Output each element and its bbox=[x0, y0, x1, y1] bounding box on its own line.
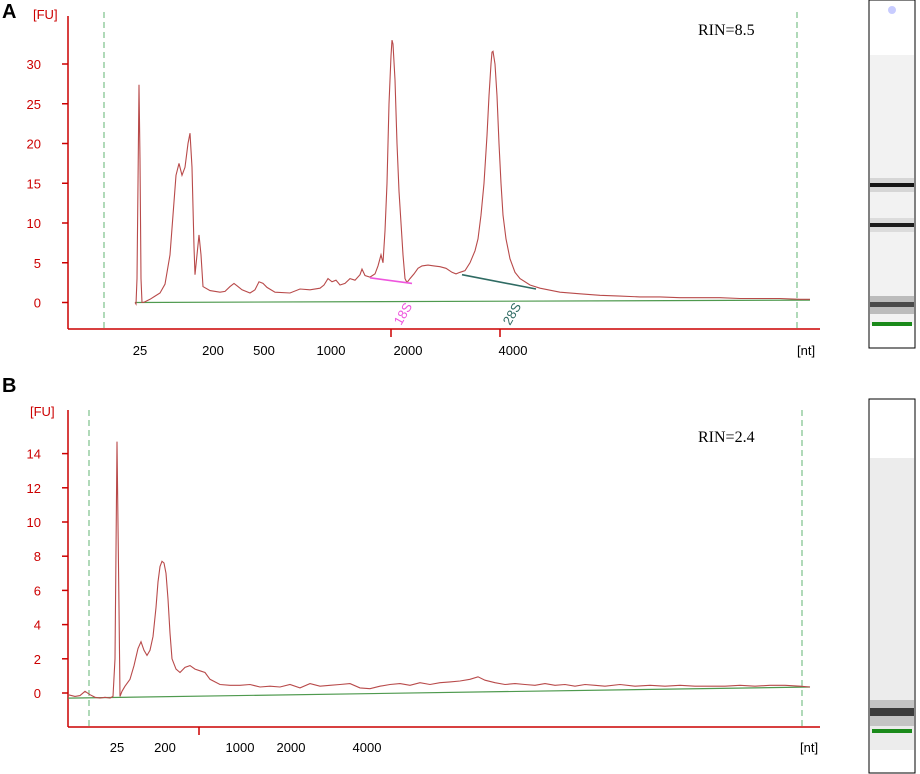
panel-a-y-unit: [FU] bbox=[33, 7, 58, 22]
panel-b-y-tick-label: 6 bbox=[34, 583, 41, 598]
panel-a-x-tick-label: 200 bbox=[202, 343, 224, 358]
panel-a-x-tick-label: 4000 bbox=[499, 343, 528, 358]
panel-a-28s-segment bbox=[461, 273, 537, 290]
panel-a-y-tick-label: 25 bbox=[27, 97, 41, 112]
panel-b-y-ticks: 0 2 4 6 8 10 12 14 bbox=[27, 447, 68, 701]
panel-a-y-tick-label: 10 bbox=[27, 216, 41, 231]
panel-b-x-tick-label: 1000 bbox=[226, 740, 255, 755]
panel-a-y-tick-label: 5 bbox=[34, 256, 41, 271]
panel-a-baseline bbox=[134, 299, 811, 304]
panel-a-trace bbox=[134, 39, 810, 306]
panel-a-x-tick-label: 500 bbox=[253, 343, 275, 358]
panel-b-x-tick-label: 25 bbox=[110, 740, 124, 755]
panel-b-y-tick-label: 12 bbox=[27, 481, 41, 496]
panel-a-gel-lane bbox=[868, 0, 916, 349]
panel-a-gel-marker bbox=[872, 322, 912, 326]
panel-a-x-tick-label: 25 bbox=[133, 343, 147, 358]
panel-b-rin-annotation: RIN=2.4 bbox=[698, 429, 755, 446]
panel-a-y-tick-label: 30 bbox=[27, 57, 41, 72]
panel-a-gel-band-18s bbox=[870, 223, 914, 227]
panel-a-gel-well bbox=[888, 6, 896, 14]
panel-a-x-tick-label: 1000 bbox=[317, 343, 346, 358]
panel-b-letter: B bbox=[2, 375, 16, 397]
panel-a-y-tick-label: 20 bbox=[27, 137, 41, 152]
panel-b-x-unit: [nt] bbox=[800, 740, 818, 755]
panel-a-rin-annotation: RIN=8.5 bbox=[698, 22, 755, 39]
panel-a-18s-segment bbox=[369, 277, 413, 285]
panel-b-y-tick-label: 0 bbox=[34, 686, 41, 701]
panel-b-gel-band-low bbox=[870, 708, 914, 716]
panel-b-trace bbox=[67, 441, 811, 699]
panel-a-gel-band-low-core bbox=[870, 302, 914, 307]
panel-b-y-tick-label: 2 bbox=[34, 652, 41, 667]
panel-a-x-unit: [nt] bbox=[797, 343, 815, 358]
panel-b-y-tick-label: 4 bbox=[34, 618, 41, 633]
panel-b-x-tick-label: 4000 bbox=[353, 740, 382, 755]
panel-a-gel-band-28s bbox=[870, 183, 914, 187]
panel-a-x-tick-label: 2000 bbox=[394, 343, 423, 358]
panel-a-y-tick-label: 15 bbox=[27, 176, 41, 191]
panel-b-gel-marker bbox=[872, 729, 912, 733]
panel-a-y-ticks: 0 5 10 15 20 25 30 bbox=[27, 57, 68, 311]
panel-b-y-unit: [FU] bbox=[30, 404, 55, 419]
panel-a-28s-label: 28S bbox=[500, 300, 525, 328]
panel-b-x-ticks: 25 200 1000 2000 4000 bbox=[110, 727, 382, 755]
panel-b-y-tick-label: 10 bbox=[27, 515, 41, 530]
panel-a-letter: A bbox=[2, 1, 16, 23]
panel-b-y-tick-label: 8 bbox=[34, 549, 41, 564]
panel-a: A [FU] 0 5 10 15 20 25 30 25 200 500 1000 2000… bbox=[2, 1, 820, 358]
panel-b-x-tick-label: 2000 bbox=[277, 740, 306, 755]
panel-b-x-tick-label: 200 bbox=[154, 740, 176, 755]
panel-b-gel-lane bbox=[868, 398, 916, 774]
panel-b-baseline bbox=[67, 686, 811, 699]
panel-a-y-tick-label: 0 bbox=[34, 296, 41, 311]
panel-b: B [FU] 0 2 4 6 8 10 12 14 25 200 1000 2000 4000… bbox=[2, 375, 820, 755]
panel-b-y-tick-label: 14 bbox=[27, 447, 41, 462]
panel-a-18s-label: 18S bbox=[391, 300, 416, 328]
panel-a-x-ticks: 25 200 500 1000 2000 4000 bbox=[133, 329, 528, 358]
